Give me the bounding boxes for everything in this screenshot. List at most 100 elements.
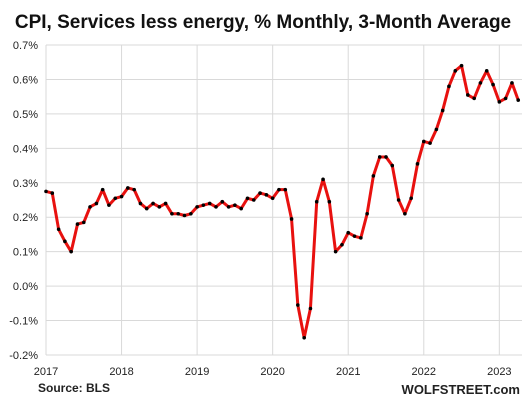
x-tick-label: 2022 (412, 366, 436, 378)
data-point (75, 222, 80, 226)
y-tick-label: 0.5% (13, 109, 38, 121)
data-point (289, 217, 294, 221)
data-point (126, 186, 130, 190)
data-point (478, 81, 483, 85)
data-point (497, 100, 502, 104)
y-tick-label: 0.6% (13, 74, 38, 86)
data-point (352, 234, 357, 238)
data-point (283, 187, 288, 192)
data-point (220, 199, 225, 204)
y-tick-label: -0.1% (9, 316, 38, 328)
data-point (151, 201, 155, 206)
x-tick-label: 2021 (336, 366, 360, 378)
data-point (396, 198, 401, 202)
x-tick-label: 2019 (185, 366, 209, 378)
data-point (403, 211, 407, 216)
data-point (63, 239, 67, 244)
x-tick-label: 2017 (34, 366, 58, 378)
data-point (264, 193, 269, 197)
y-tick-label: 0.3% (13, 178, 38, 190)
data-point (258, 191, 262, 195)
x-tick-label: 2018 (109, 366, 133, 378)
data-point (296, 303, 300, 307)
data-point (94, 201, 99, 206)
chart-title: CPI, Services less energy, % Monthly, 3-… (15, 12, 511, 33)
data-point (138, 201, 143, 206)
data-point (195, 205, 199, 209)
data-point (503, 96, 508, 101)
data-point (390, 163, 395, 168)
y-tick-label: 0.2% (13, 212, 38, 224)
data-point (157, 205, 162, 209)
x-tick-label: 2023 (487, 366, 511, 378)
watermark-label: WOLFSTREET.com (402, 382, 520, 397)
data-point (107, 203, 111, 207)
data-point (415, 162, 420, 166)
data-point (81, 220, 86, 225)
data-point (170, 211, 174, 216)
data-point (377, 155, 382, 159)
x-axis: 2017 2018 2019 2020 2021 2022 2023 (34, 366, 512, 378)
data-point (491, 82, 495, 87)
data-point (466, 93, 470, 97)
data-point (233, 203, 237, 207)
gridlines (45, 44, 522, 356)
data-point (182, 213, 187, 218)
data-point (421, 139, 426, 144)
data-point (447, 84, 451, 89)
data-point (314, 199, 319, 204)
data-point (302, 335, 306, 340)
data-point (365, 211, 369, 216)
data-point (371, 174, 376, 178)
data-point (214, 205, 218, 209)
source-label: Source: BLS (38, 381, 110, 395)
series-line (44, 64, 520, 340)
data-point (321, 177, 325, 182)
data-point (132, 187, 136, 192)
data-point (453, 69, 458, 73)
data-point (163, 201, 168, 206)
data-point (277, 187, 281, 192)
data-point (359, 236, 363, 240)
y-tick-label: 0.0% (13, 281, 38, 293)
data-point (100, 187, 105, 192)
x-tick-label: 2020 (260, 366, 284, 378)
data-point (440, 108, 445, 113)
data-point (472, 96, 476, 101)
data-point (333, 249, 338, 254)
data-point (245, 196, 250, 201)
data-point (484, 69, 489, 73)
data-point (251, 198, 256, 202)
data-point (516, 98, 521, 102)
y-axis: 0.7% 0.6% 0.5% 0.4% 0.3% 0.2% 0.1% 0.0% -0.1% -0.… (9, 40, 38, 362)
data-point (189, 211, 193, 216)
data-point (308, 306, 313, 311)
data-point (56, 227, 61, 232)
data-point (239, 206, 243, 211)
data-point (327, 199, 332, 204)
data-point (346, 230, 351, 235)
data-point (207, 201, 212, 206)
data-point (409, 196, 413, 201)
data-point (201, 203, 206, 207)
data-point (50, 191, 55, 195)
data-point (510, 81, 514, 85)
y-tick-label: 0.1% (13, 247, 38, 259)
data-point (69, 249, 73, 254)
data-markers (44, 63, 521, 340)
data-point (113, 196, 118, 201)
series-line-path (44, 64, 520, 340)
data-point (459, 63, 464, 68)
data-point (119, 194, 124, 199)
data-point (270, 196, 275, 201)
data-point (176, 211, 181, 216)
y-tick-label: -0.2% (9, 350, 38, 362)
data-point (88, 205, 92, 209)
data-point (226, 205, 231, 209)
data-point (384, 155, 388, 159)
data-point (428, 141, 432, 145)
data-point (340, 242, 344, 247)
data-point (144, 206, 149, 211)
